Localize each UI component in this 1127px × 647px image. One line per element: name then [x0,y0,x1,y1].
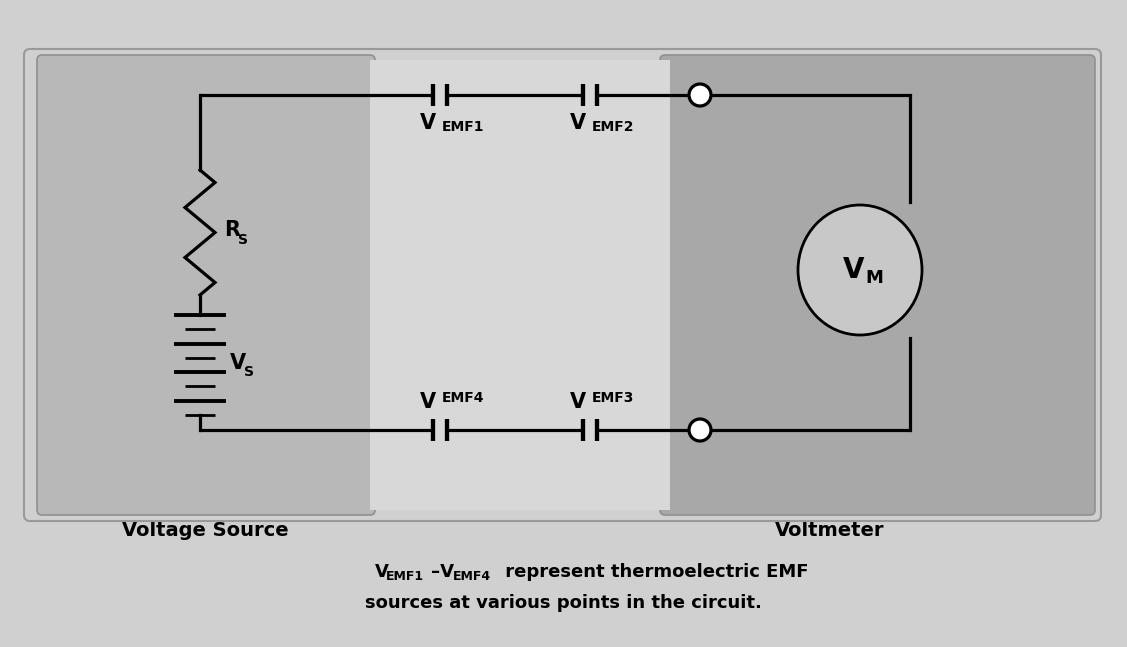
Text: V: V [420,113,436,133]
Text: V: V [375,563,389,581]
Text: S: S [245,365,254,379]
Text: EMF4: EMF4 [442,391,485,405]
Text: V: V [570,113,586,133]
Text: EMF3: EMF3 [592,391,635,405]
Text: R: R [224,221,240,241]
Text: EMF4: EMF4 [453,571,491,584]
Circle shape [689,419,711,441]
Text: represent thermoelectric EMF: represent thermoelectric EMF [499,563,808,581]
Text: V: V [420,392,436,412]
Text: Voltage Source: Voltage Source [122,520,289,540]
Text: V: V [843,256,864,284]
Text: V: V [230,353,246,373]
Text: M: M [866,269,882,287]
Text: EMF1: EMF1 [387,571,424,584]
Text: EMF2: EMF2 [592,120,635,134]
Ellipse shape [798,205,922,335]
Text: S: S [238,232,248,247]
Text: Voltmeter: Voltmeter [775,520,885,540]
Bar [370,60,669,510]
Text: V: V [570,392,586,412]
Text: sources at various points in the circuit.: sources at various points in the circuit… [364,594,762,612]
Circle shape [689,84,711,106]
FancyBboxPatch shape [37,55,375,515]
FancyBboxPatch shape [660,55,1095,515]
Text: EMF1: EMF1 [442,120,485,134]
Text: –V: –V [431,563,454,581]
